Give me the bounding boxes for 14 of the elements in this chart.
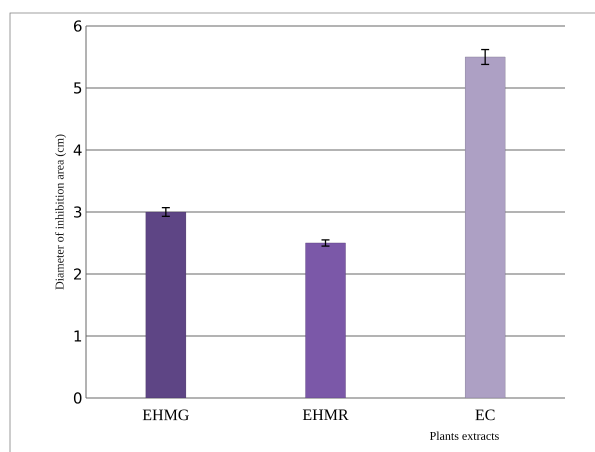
- y-tick-label: 4: [74, 144, 82, 156]
- y-tick-label: 0: [74, 392, 82, 404]
- x-axis-title: Plants extracts: [430, 432, 499, 440]
- y-tick-label: 2: [74, 268, 81, 280]
- x-tick-label: EHMR: [302, 410, 349, 420]
- y-axis-title: Diameter of inhibition area (cm): [55, 134, 66, 290]
- y-tick-label: 5: [74, 82, 82, 94]
- x-tick-label: EHMG: [142, 410, 189, 420]
- y-tick-label: 1: [74, 330, 82, 342]
- y-tick-label: 6: [74, 20, 82, 32]
- x-tick-label: EC: [475, 410, 495, 420]
- bar: [146, 212, 186, 398]
- bar: [464, 56, 506, 398]
- y-tick-label: 3: [74, 206, 82, 218]
